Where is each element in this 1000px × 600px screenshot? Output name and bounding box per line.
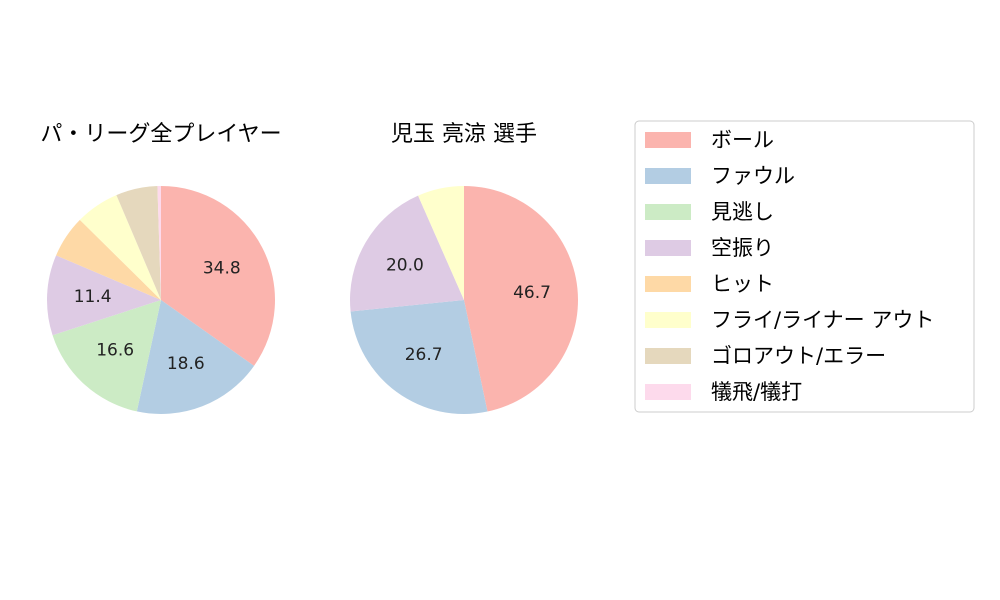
legend-label: 犠飛/犠打 [711, 380, 802, 404]
pie-slice [464, 186, 579, 412]
legend-label: ファウル [711, 164, 795, 188]
legend-label: 見逃し [711, 200, 774, 224]
pie-slice [418, 186, 464, 300]
slice-label: 16.6 [96, 341, 134, 361]
legend-swatch [645, 168, 691, 184]
pie-title-league: パ・リーグ全プレイヤー [40, 122, 281, 147]
slice-label: 11.4 [74, 287, 112, 307]
legend-label: ボール [711, 128, 774, 152]
pie-slice [350, 300, 488, 414]
slice-label: 18.6 [167, 354, 205, 374]
legend-swatch [645, 312, 691, 328]
pie-slice [46, 255, 161, 336]
slice-label: 46.7 [513, 283, 551, 303]
pie-title-player: 児玉 亮涼 選手 [391, 122, 537, 147]
legend-swatch [645, 276, 691, 292]
legend-swatch [645, 132, 691, 148]
pie-slice [52, 300, 161, 412]
legend-label: ヒット [711, 272, 774, 296]
pie-slice [79, 195, 161, 300]
legend-swatch [645, 348, 691, 364]
pie-chart-player: 児玉 亮涼 選手 46.7 26.7 20.0 [350, 122, 579, 414]
slice-label: 34.8 [203, 259, 241, 279]
legend-swatch [645, 204, 691, 220]
pie-slice [161, 186, 276, 366]
pie-slice [56, 219, 162, 300]
slice-label: 20.0 [386, 256, 424, 276]
pie-slice [136, 300, 255, 414]
legend-label: フライ/ライナー アウト [711, 308, 934, 332]
slice-label: 26.7 [405, 345, 443, 365]
pie-slice [116, 186, 161, 300]
legend-swatch [645, 384, 691, 400]
pie-slice [157, 186, 161, 300]
legend-label: ゴロアウト/エラー [711, 344, 886, 368]
legend-swatch [645, 240, 691, 256]
legend-label: 空振り [711, 236, 774, 260]
pie-slice [350, 195, 464, 312]
legend-frame [634, 120, 975, 413]
pie-chart-league: パ・リーグ全プレイヤー 34.8 18.6 16.6 11.4 [40, 122, 282, 414]
